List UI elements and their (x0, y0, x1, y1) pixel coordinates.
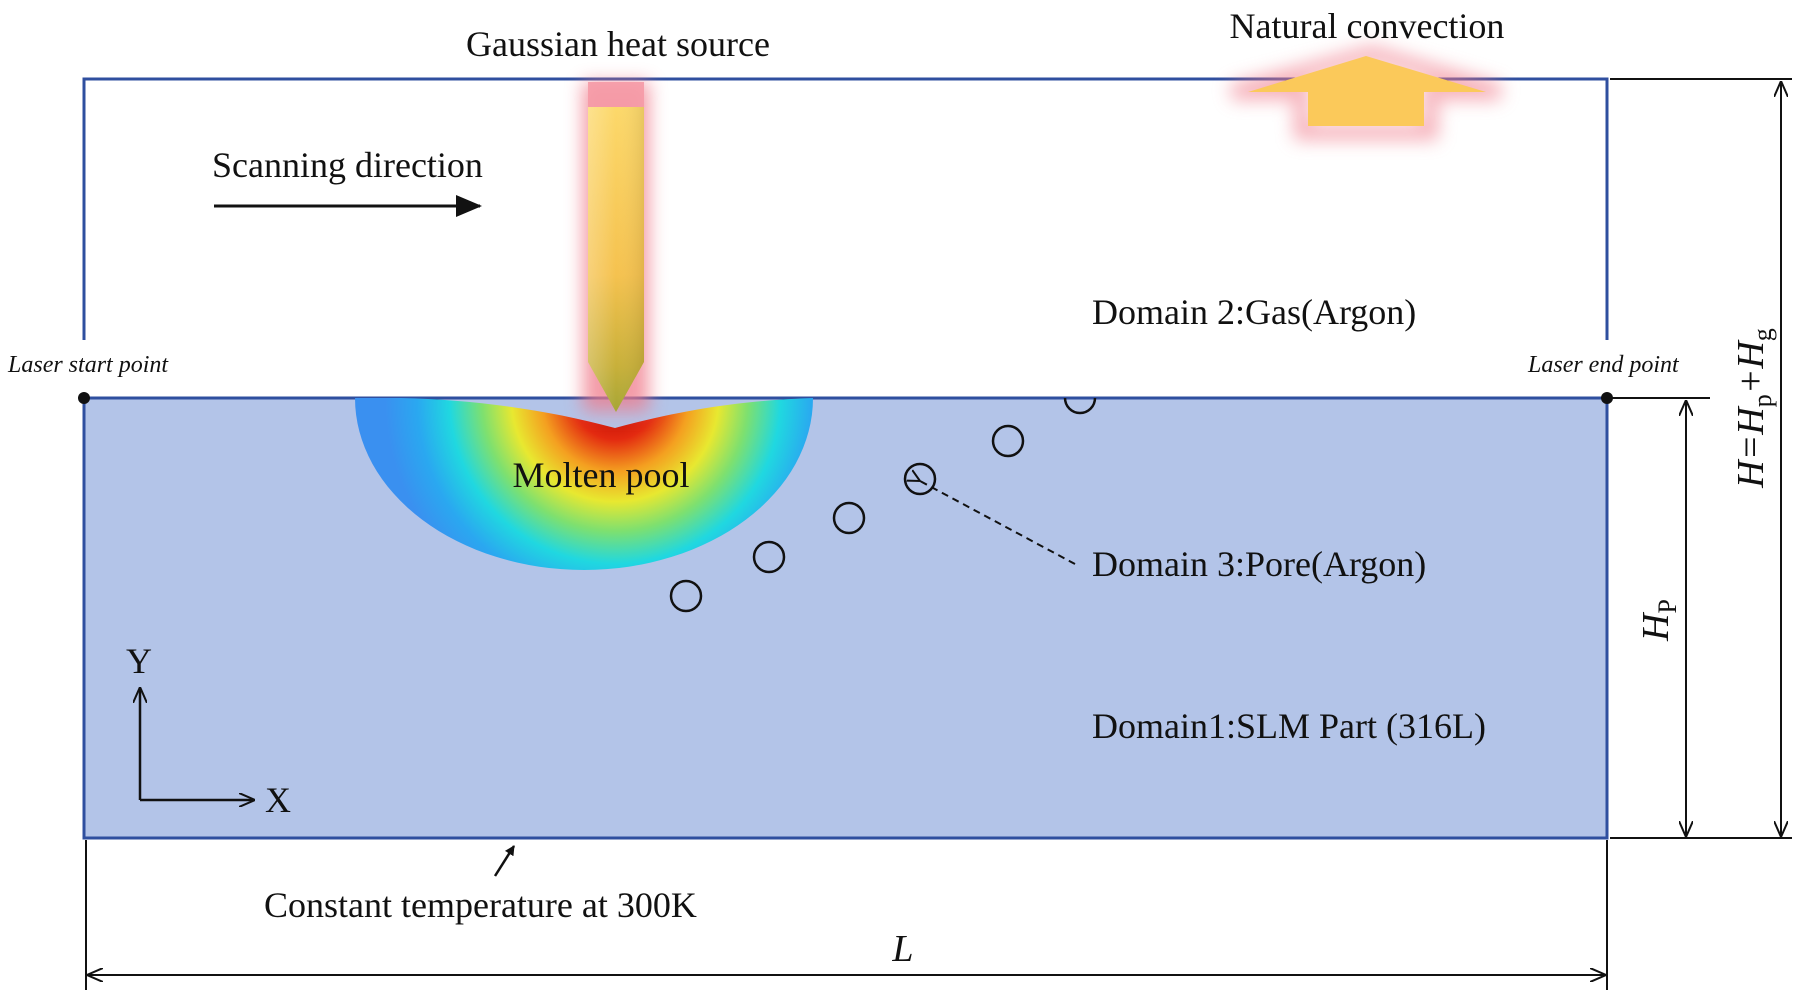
gaussian-heat-source-beam (583, 82, 649, 412)
constant-temperature-label: Constant temperature at 300K (264, 885, 697, 925)
pore (991, 424, 1025, 458)
laser-start-point-marker (78, 392, 90, 404)
pore (903, 462, 937, 496)
coordinate-axes (140, 688, 254, 800)
pore-surface (1063, 397, 1097, 415)
slm-part-domain (82, 396, 1609, 840)
dimension-l (85, 840, 1608, 990)
domain1-label: Domain1:SLM Part (316L) (1092, 706, 1486, 746)
molten-pool (355, 398, 813, 570)
gas-domain-border (82, 77, 1609, 340)
domain2-label: Domain 2:Gas(Argon) (1092, 292, 1416, 332)
dimension-hp-label: HP (1635, 599, 1682, 642)
y-axis-label: Y (126, 641, 152, 681)
pore-leader-line (920, 481, 1076, 565)
laser-start-label: Laser start point (7, 352, 169, 378)
heat-source-label: Gaussian heat source (466, 24, 770, 64)
laser-end-point-marker (1601, 392, 1613, 404)
constant-temperature-pointer (493, 845, 516, 877)
dimension-h (1610, 78, 1792, 839)
x-axis-label: X (265, 780, 291, 820)
domain3-label: Domain 3:Pore(Argon) (1092, 544, 1426, 584)
natural-convection-label: Natural convection (1230, 6, 1505, 46)
natural-convection-arrow (1229, 45, 1503, 140)
pores (669, 397, 1097, 613)
pore (752, 540, 786, 574)
pore (832, 501, 866, 535)
dimension-h-label: H=Hp+Hg (1730, 328, 1777, 489)
molten-pool-label: Molten pool (513, 455, 690, 495)
laser-end-label: Laser end point (1527, 352, 1680, 378)
scanning-direction-label: Scanning direction (212, 145, 483, 185)
dimension-l-label: L (891, 928, 913, 970)
pore (669, 579, 703, 613)
